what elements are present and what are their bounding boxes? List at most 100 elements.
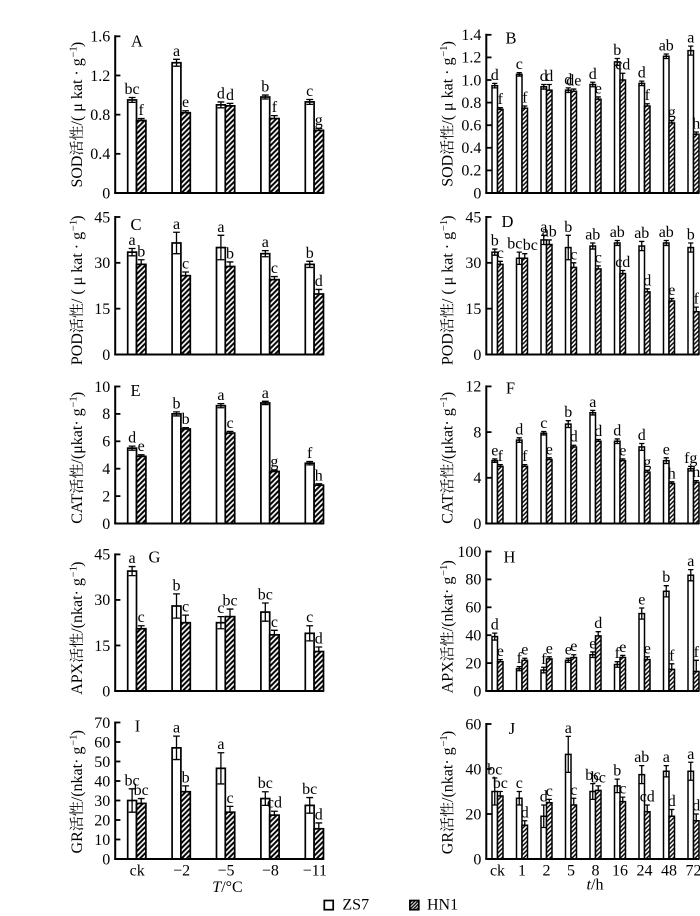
svg-text:ab: ab xyxy=(634,225,649,242)
svg-text:0: 0 xyxy=(102,683,110,700)
svg-text:f: f xyxy=(139,102,145,119)
svg-text:c: c xyxy=(497,245,504,262)
svg-text:cd: cd xyxy=(615,254,630,271)
svg-text:/(μkat· g: /(μkat· g xyxy=(69,408,86,463)
svg-text:ab: ab xyxy=(610,224,625,241)
svg-text:0: 0 xyxy=(473,347,481,364)
svg-text:g: g xyxy=(270,454,278,471)
svg-text:c: c xyxy=(182,256,189,273)
svg-text:e: e xyxy=(644,640,651,657)
svg-text:E: E xyxy=(130,381,140,400)
svg-text:B: B xyxy=(505,29,516,48)
svg-text:APX: APX xyxy=(69,662,86,694)
svg-text:30: 30 xyxy=(94,793,110,810)
svg-text:1.4: 1.4 xyxy=(461,27,481,44)
svg-text:f: f xyxy=(645,87,651,104)
svg-text:SOD: SOD xyxy=(440,155,457,187)
svg-text:cd: cd xyxy=(615,57,630,74)
svg-text:1.6: 1.6 xyxy=(90,29,110,46)
svg-text:d: d xyxy=(570,429,578,446)
svg-text:45: 45 xyxy=(94,547,110,564)
svg-text:e: e xyxy=(663,441,670,458)
svg-text:ck: ck xyxy=(490,863,505,880)
svg-text:bc: bc xyxy=(125,81,140,98)
svg-text:60: 60 xyxy=(465,716,481,733)
svg-text:b: b xyxy=(173,577,181,594)
svg-text:20: 20 xyxy=(94,812,110,829)
svg-text:e: e xyxy=(138,438,145,455)
svg-text:0: 0 xyxy=(473,185,481,202)
svg-text:a: a xyxy=(565,720,572,737)
svg-text:c: c xyxy=(570,782,577,799)
svg-text:0.6: 0.6 xyxy=(461,118,481,135)
svg-text:f: f xyxy=(694,644,700,661)
svg-text:bc: bc xyxy=(134,782,149,799)
svg-text:b: b xyxy=(173,395,181,412)
svg-text:cd: cd xyxy=(640,789,655,806)
svg-text:d: d xyxy=(491,617,499,634)
svg-text:/ ( μ kat · g: / ( μ kat · g xyxy=(69,232,86,303)
svg-text:f: f xyxy=(669,647,675,664)
svg-text:8: 8 xyxy=(473,424,481,441)
svg-text:GR: GR xyxy=(69,831,86,854)
svg-text:15: 15 xyxy=(94,301,110,318)
svg-text:SOD: SOD xyxy=(69,156,86,188)
svg-text:a: a xyxy=(173,43,180,60)
svg-text:70: 70 xyxy=(94,715,110,732)
svg-text:−8: −8 xyxy=(262,863,279,880)
svg-text:d: d xyxy=(594,615,602,632)
svg-text:45: 45 xyxy=(465,209,481,226)
svg-text:c: c xyxy=(595,249,602,266)
svg-text:c: c xyxy=(138,609,145,626)
svg-text:d: d xyxy=(668,793,676,810)
svg-text:C: C xyxy=(130,215,141,234)
svg-text:−2: −2 xyxy=(173,863,190,880)
svg-text:0: 0 xyxy=(102,851,110,868)
svg-text:h: h xyxy=(668,465,676,482)
svg-text:bc: bc xyxy=(507,236,522,253)
svg-text:bc: bc xyxy=(523,237,538,254)
svg-text:/(nkat· g: /(nkat· g xyxy=(69,747,86,802)
svg-text:d: d xyxy=(491,67,499,84)
svg-text:45: 45 xyxy=(94,209,110,226)
svg-text:/( μ kat · g: /( μ kat · g xyxy=(69,58,86,125)
svg-text:0: 0 xyxy=(102,347,110,364)
svg-text:a: a xyxy=(687,30,694,47)
svg-text:60: 60 xyxy=(94,734,110,751)
svg-text:30: 30 xyxy=(94,255,110,272)
svg-text:f: f xyxy=(498,448,504,465)
svg-text:a: a xyxy=(262,385,269,402)
svg-text:f: f xyxy=(307,445,313,462)
svg-text:ab: ab xyxy=(542,223,557,240)
svg-text:0.4: 0.4 xyxy=(461,140,481,157)
svg-text:h: h xyxy=(315,467,323,484)
svg-text:POD: POD xyxy=(440,333,457,365)
svg-text:f: f xyxy=(694,291,700,308)
svg-text:): ) xyxy=(440,392,457,397)
svg-text:24: 24 xyxy=(637,863,653,880)
svg-text:D: D xyxy=(502,212,514,231)
svg-text:): ) xyxy=(69,562,86,567)
svg-text:/(nkat· g: /(nkat· g xyxy=(440,577,457,632)
svg-text:bc: bc xyxy=(222,593,237,610)
svg-text:d: d xyxy=(638,427,646,444)
svg-text:cd: cd xyxy=(267,795,282,812)
svg-text:a: a xyxy=(173,216,180,233)
svg-text:bc: bc xyxy=(258,775,273,792)
svg-text:ab: ab xyxy=(634,749,649,766)
svg-text:0.4: 0.4 xyxy=(90,146,110,163)
svg-text:g: g xyxy=(315,112,323,129)
svg-text:100: 100 xyxy=(457,544,481,561)
svg-text:12: 12 xyxy=(465,379,481,396)
svg-text:d: d xyxy=(692,798,700,815)
svg-text:): ) xyxy=(69,215,86,220)
svg-text:): ) xyxy=(69,730,86,735)
svg-text:c: c xyxy=(516,56,523,73)
svg-text:J: J xyxy=(509,719,516,738)
svg-text:a: a xyxy=(589,394,596,411)
svg-text:a: a xyxy=(173,720,180,737)
svg-text:d: d xyxy=(217,85,225,102)
svg-text:HN1: HN1 xyxy=(427,897,458,911)
svg-text:−11: −11 xyxy=(303,863,327,880)
svg-text:t/h: t/h xyxy=(587,877,604,894)
